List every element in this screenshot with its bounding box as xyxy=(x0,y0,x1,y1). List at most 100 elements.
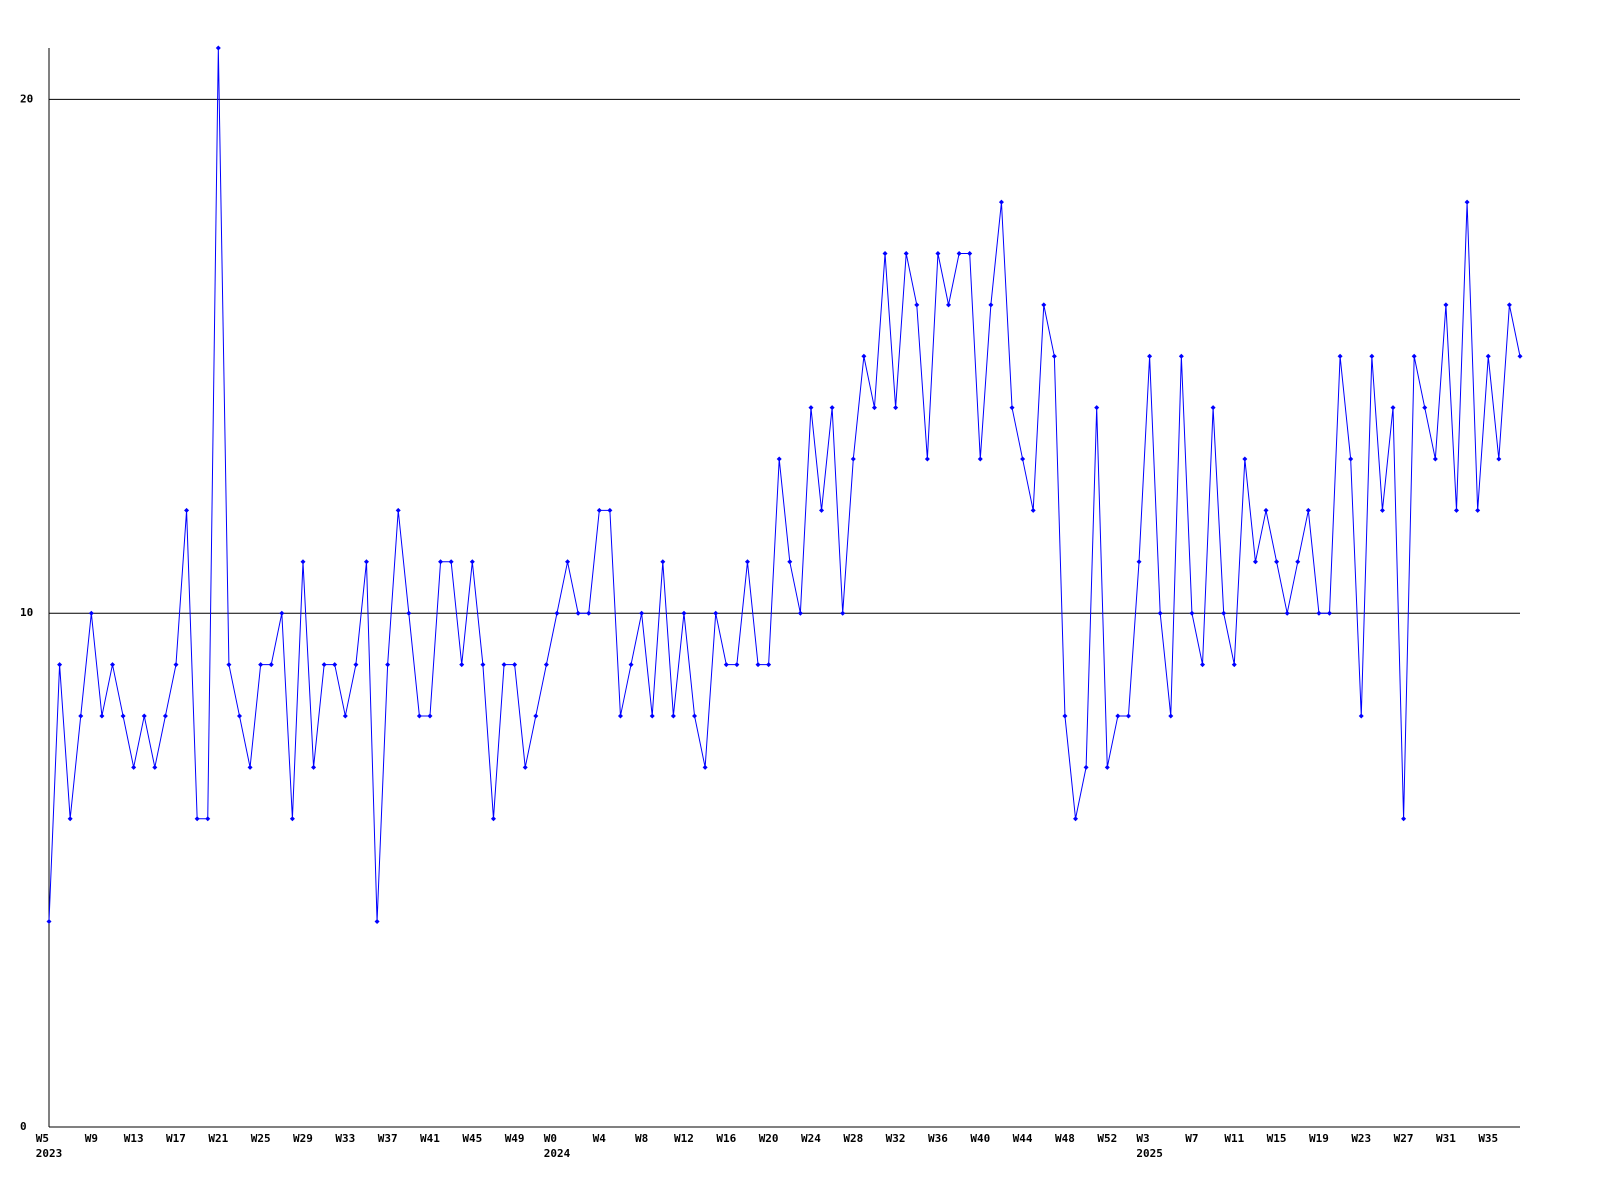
point xyxy=(977,456,983,462)
point xyxy=(586,610,592,616)
point xyxy=(1030,507,1036,513)
x-tick-label: W28 xyxy=(843,1132,864,1145)
point xyxy=(861,353,867,359)
point xyxy=(258,662,264,668)
point xyxy=(247,764,253,770)
point xyxy=(268,662,274,668)
x-tick-label: W32 xyxy=(885,1132,906,1145)
point xyxy=(152,764,158,770)
point xyxy=(819,507,825,513)
point xyxy=(988,302,994,308)
point xyxy=(871,405,877,411)
point xyxy=(1327,610,1333,616)
point xyxy=(1147,353,1153,359)
point xyxy=(194,816,200,822)
point xyxy=(1485,353,1491,359)
point xyxy=(512,662,518,668)
point xyxy=(702,764,708,770)
point xyxy=(628,662,634,668)
point xyxy=(808,405,814,411)
point xyxy=(342,713,348,719)
point xyxy=(1369,353,1375,359)
point xyxy=(723,662,729,668)
point xyxy=(692,713,698,719)
x-tick-label: W4 xyxy=(592,1132,606,1145)
x-tick-label: W12 xyxy=(674,1132,694,1145)
point xyxy=(1454,507,1460,513)
x-tick-label: W37 xyxy=(377,1132,398,1145)
point xyxy=(1125,713,1131,719)
point xyxy=(1104,764,1110,770)
point xyxy=(1020,456,1026,462)
point xyxy=(607,507,613,513)
point xyxy=(554,610,560,616)
point xyxy=(882,251,888,257)
point xyxy=(1189,610,1195,616)
point xyxy=(744,559,750,565)
x-tick-label: W27 xyxy=(1393,1132,1414,1145)
point xyxy=(1401,816,1407,822)
point xyxy=(998,199,1004,205)
point xyxy=(1432,456,1438,462)
point xyxy=(1316,610,1322,616)
point xyxy=(1083,764,1089,770)
point xyxy=(903,251,909,257)
point xyxy=(490,816,496,822)
x-tick-label: W13 xyxy=(123,1132,144,1145)
point xyxy=(162,713,168,719)
point xyxy=(1443,302,1449,308)
point xyxy=(332,662,338,668)
point xyxy=(363,559,369,565)
x-tick-label: W17 xyxy=(166,1132,186,1145)
x-tick-label: W52 xyxy=(1097,1132,1118,1145)
point xyxy=(448,559,454,565)
point xyxy=(1242,456,1248,462)
point xyxy=(184,507,190,513)
point xyxy=(480,662,486,668)
point xyxy=(311,764,317,770)
point xyxy=(660,559,666,565)
point xyxy=(755,662,761,668)
point xyxy=(1168,713,1174,719)
point xyxy=(649,713,655,719)
point xyxy=(406,610,412,616)
point xyxy=(215,45,221,51)
point xyxy=(1073,816,1079,822)
point xyxy=(1358,713,1364,719)
x-tick-label: W0 2024 xyxy=(543,1132,571,1160)
point xyxy=(1210,405,1216,411)
x-tick-label: W21 xyxy=(208,1132,229,1145)
point xyxy=(1157,610,1163,616)
point xyxy=(797,610,803,616)
point xyxy=(416,713,422,719)
x-tick-label: W11 xyxy=(1224,1132,1245,1145)
point xyxy=(395,507,401,513)
point xyxy=(46,918,52,924)
x-tick-label: W19 xyxy=(1308,1132,1329,1145)
point xyxy=(1411,353,1417,359)
point xyxy=(935,251,941,257)
point xyxy=(501,662,507,668)
point xyxy=(459,662,465,668)
point xyxy=(1178,353,1184,359)
point xyxy=(787,559,793,565)
point xyxy=(279,610,285,616)
point xyxy=(543,662,549,668)
point xyxy=(353,662,359,668)
point xyxy=(946,302,952,308)
x-tick-label: W15 xyxy=(1266,1132,1287,1145)
point xyxy=(533,713,539,719)
point xyxy=(1263,507,1269,513)
point xyxy=(1062,713,1068,719)
point xyxy=(639,610,645,616)
point xyxy=(565,559,571,565)
point xyxy=(596,507,602,513)
point xyxy=(1305,507,1311,513)
point xyxy=(1200,662,1206,668)
point xyxy=(776,456,782,462)
point xyxy=(321,662,327,668)
point xyxy=(1009,405,1015,411)
point xyxy=(469,559,475,565)
